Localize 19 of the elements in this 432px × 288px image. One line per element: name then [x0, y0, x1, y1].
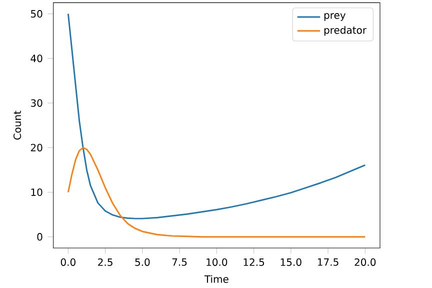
- legend-label: predator: [324, 26, 367, 36]
- x-tick-label: 12.5: [244, 258, 264, 266]
- y-tick-label: 10: [31, 188, 42, 196]
- x-tick-label: 2.5: [98, 258, 112, 266]
- legend-label: prey: [324, 13, 346, 21]
- y-tick-label: 20: [30, 144, 42, 152]
- y-axis-title: Count: [13, 110, 22, 140]
- x-axis-title: Time: [204, 275, 228, 283]
- x-tick-label: 15.0: [280, 258, 302, 266]
- x-tick-label: 20.0: [354, 258, 376, 266]
- y-tick-label: 50: [30, 10, 42, 18]
- y-tick-label: 0: [37, 233, 42, 241]
- y-tick-label: 40: [30, 54, 42, 62]
- x-tick-label: 0.0: [60, 258, 76, 266]
- x-tick-label: 5.0: [135, 258, 150, 266]
- y-tick-label: 30: [30, 99, 42, 107]
- x-tick-label: 17.5: [318, 258, 338, 266]
- x-tick-label: 10.0: [206, 258, 228, 266]
- x-tick-label: 7.5: [172, 258, 187, 266]
